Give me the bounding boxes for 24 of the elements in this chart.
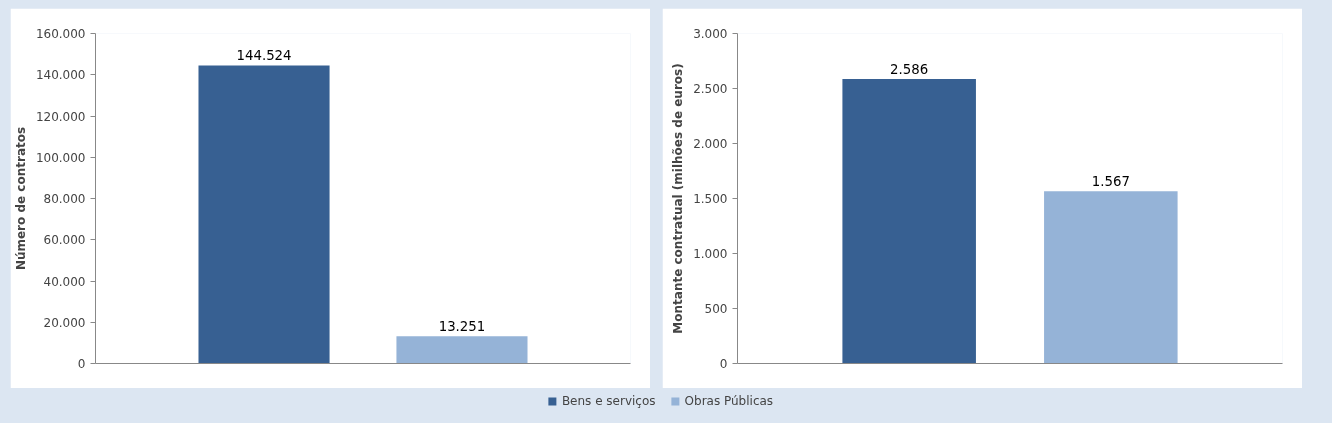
- legend-label: Obras Públicas: [684, 394, 774, 408]
- y-tick-label: 20.000: [43, 315, 86, 330]
- data-label: 144.524: [236, 48, 292, 64]
- y-axis-title: Número de contratos: [13, 126, 28, 271]
- data-label: 2.586: [890, 62, 929, 78]
- y-tick-label: 40.000: [43, 274, 86, 289]
- data-label: 13.251: [438, 319, 486, 335]
- y-tick-label: 120.000: [35, 109, 86, 124]
- y-tick-label: 2.500: [693, 82, 728, 96]
- y-tick-label: 3.000: [693, 27, 728, 41]
- y-tick-label: 500: [704, 302, 728, 316]
- data-label: 1.567: [1091, 174, 1130, 190]
- y-tick-label: 160.000: [35, 27, 86, 41]
- y-tick-label: 1.500: [693, 192, 728, 206]
- y-tick-label: 100.000: [35, 150, 86, 165]
- y-tick-label: 2.000: [693, 137, 728, 151]
- y-tick-label: 0: [719, 357, 728, 371]
- y-tick-label: 80.000: [43, 192, 86, 206]
- y-tick-label: 0: [77, 357, 86, 371]
- y-tick-label: 1.000: [693, 247, 728, 261]
- y-tick-label: 60.000: [43, 233, 86, 248]
- legend-label: Bens e serviços: [561, 394, 656, 408]
- y-tick-label: 140.000: [35, 68, 86, 83]
- y-axis-title: Montante contratual (milhões de euros): [671, 63, 686, 334]
